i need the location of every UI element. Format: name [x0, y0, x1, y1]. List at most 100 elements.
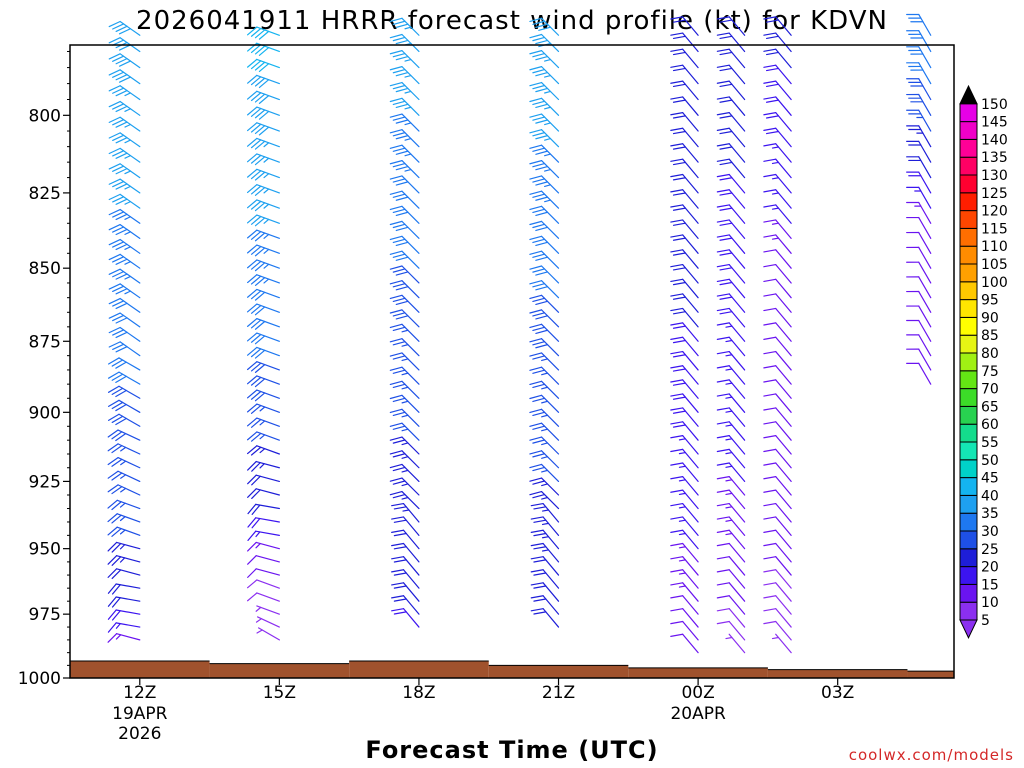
wind-barb: [529, 113, 560, 132]
barb-half-flag: [124, 261, 132, 265]
barb-flag: [112, 71, 125, 78]
barb-flag: [670, 293, 684, 297]
wind-barb: [247, 26, 280, 40]
wind-barb: [716, 96, 746, 116]
barb-flag: [247, 332, 258, 342]
wind-barb: [670, 421, 699, 441]
barb-flag: [763, 350, 777, 355]
barb-flag: [107, 568, 118, 578]
barb-flag: [389, 144, 403, 149]
wind-barb: [529, 490, 560, 510]
barb-flag: [392, 132, 406, 137]
barb-flag: [392, 425, 406, 430]
wind-barb: [716, 189, 746, 209]
wind-barb: [529, 394, 560, 413]
barb-flag: [111, 556, 122, 566]
barb-flag: [763, 127, 777, 131]
barb-flag: [716, 234, 730, 238]
barb-flag: [535, 39, 549, 45]
barb-flag: [389, 422, 403, 427]
barb-flag: [672, 396, 686, 400]
wind-barb: [716, 476, 746, 496]
barb-flag: [258, 79, 270, 89]
barb-flag: [716, 608, 730, 612]
barb-flag: [391, 608, 405, 612]
barb-flag: [670, 64, 684, 68]
barb-flag: [716, 476, 730, 480]
barb-flag: [247, 445, 258, 455]
wind-barb: [247, 122, 280, 136]
barb-flag: [763, 542, 777, 547]
barb-flag: [395, 119, 409, 124]
wind-barb: [247, 259, 280, 272]
barb-flag: [672, 325, 686, 329]
barb-flag: [108, 53, 121, 60]
barb-flag: [529, 422, 543, 427]
barb-flag: [535, 165, 549, 171]
barb-flag: [532, 297, 546, 303]
barb-flag: [533, 585, 547, 589]
barb-half-flag: [725, 479, 733, 482]
barb-half-flag: [544, 137, 552, 141]
wind-barb: [108, 238, 141, 254]
wind-barb: [389, 144, 420, 163]
wind-barb: [763, 336, 792, 357]
barb-flag: [529, 463, 543, 469]
wind-barb: [247, 214, 280, 227]
barb-flag: [716, 365, 730, 369]
barb-flag: [247, 541, 257, 552]
wind-barb: [391, 516, 420, 536]
barb-staff: [728, 569, 746, 589]
barb-flag: [111, 401, 124, 410]
barb-flag: [529, 17, 543, 23]
wind-barb: [670, 16, 699, 36]
barb-flag: [716, 350, 730, 355]
barb-flag: [763, 16, 777, 20]
wind-barb: [389, 97, 420, 116]
barb-half-flag: [541, 522, 550, 526]
barb-flag: [389, 394, 403, 400]
barb-staff: [918, 261, 932, 284]
barb-half-flag: [541, 509, 550, 512]
wind-barb: [391, 569, 420, 589]
wind-barb: [108, 193, 141, 209]
wind-barb: [716, 263, 746, 284]
barb-half-flag: [771, 207, 780, 210]
barb-flag: [254, 77, 266, 87]
barb-flag: [532, 52, 546, 58]
barb-flag: [391, 582, 405, 586]
barb-flag: [763, 173, 777, 178]
barb-flag: [716, 143, 730, 147]
wind-barb: [529, 309, 560, 328]
barb-flag: [719, 281, 733, 286]
wind-barb: [716, 278, 746, 299]
barb-flag: [115, 258, 128, 265]
wind-barb: [670, 448, 699, 469]
barb-half-flag: [263, 248, 270, 254]
barb-flag: [250, 185, 262, 195]
barb-flag: [107, 609, 117, 620]
barb-flag: [247, 244, 258, 254]
barb-flag: [395, 286, 409, 291]
barb-flag: [389, 380, 403, 386]
barb-flag: [108, 20, 121, 28]
wind-barb: [529, 190, 560, 209]
wind-barb: [529, 175, 560, 194]
wind-barb: [247, 403, 280, 414]
barb-half-flag: [541, 469, 549, 473]
wind-barb: [716, 608, 746, 628]
barb-flag: [108, 178, 121, 185]
barb-staff: [775, 365, 792, 385]
barb-flag: [247, 90, 258, 100]
wind-barb: [247, 184, 280, 196]
colorbar-label: 90: [981, 310, 999, 326]
barb-flag: [112, 119, 125, 126]
barb-staff: [682, 633, 699, 654]
colorbar-cell: [959, 281, 978, 301]
barb-flag: [535, 226, 549, 232]
barb-flag: [254, 247, 266, 257]
barb-flag: [716, 219, 730, 223]
wind-barb: [670, 529, 699, 550]
barb-staff: [775, 620, 792, 641]
colorbar-label: 25: [981, 542, 999, 558]
